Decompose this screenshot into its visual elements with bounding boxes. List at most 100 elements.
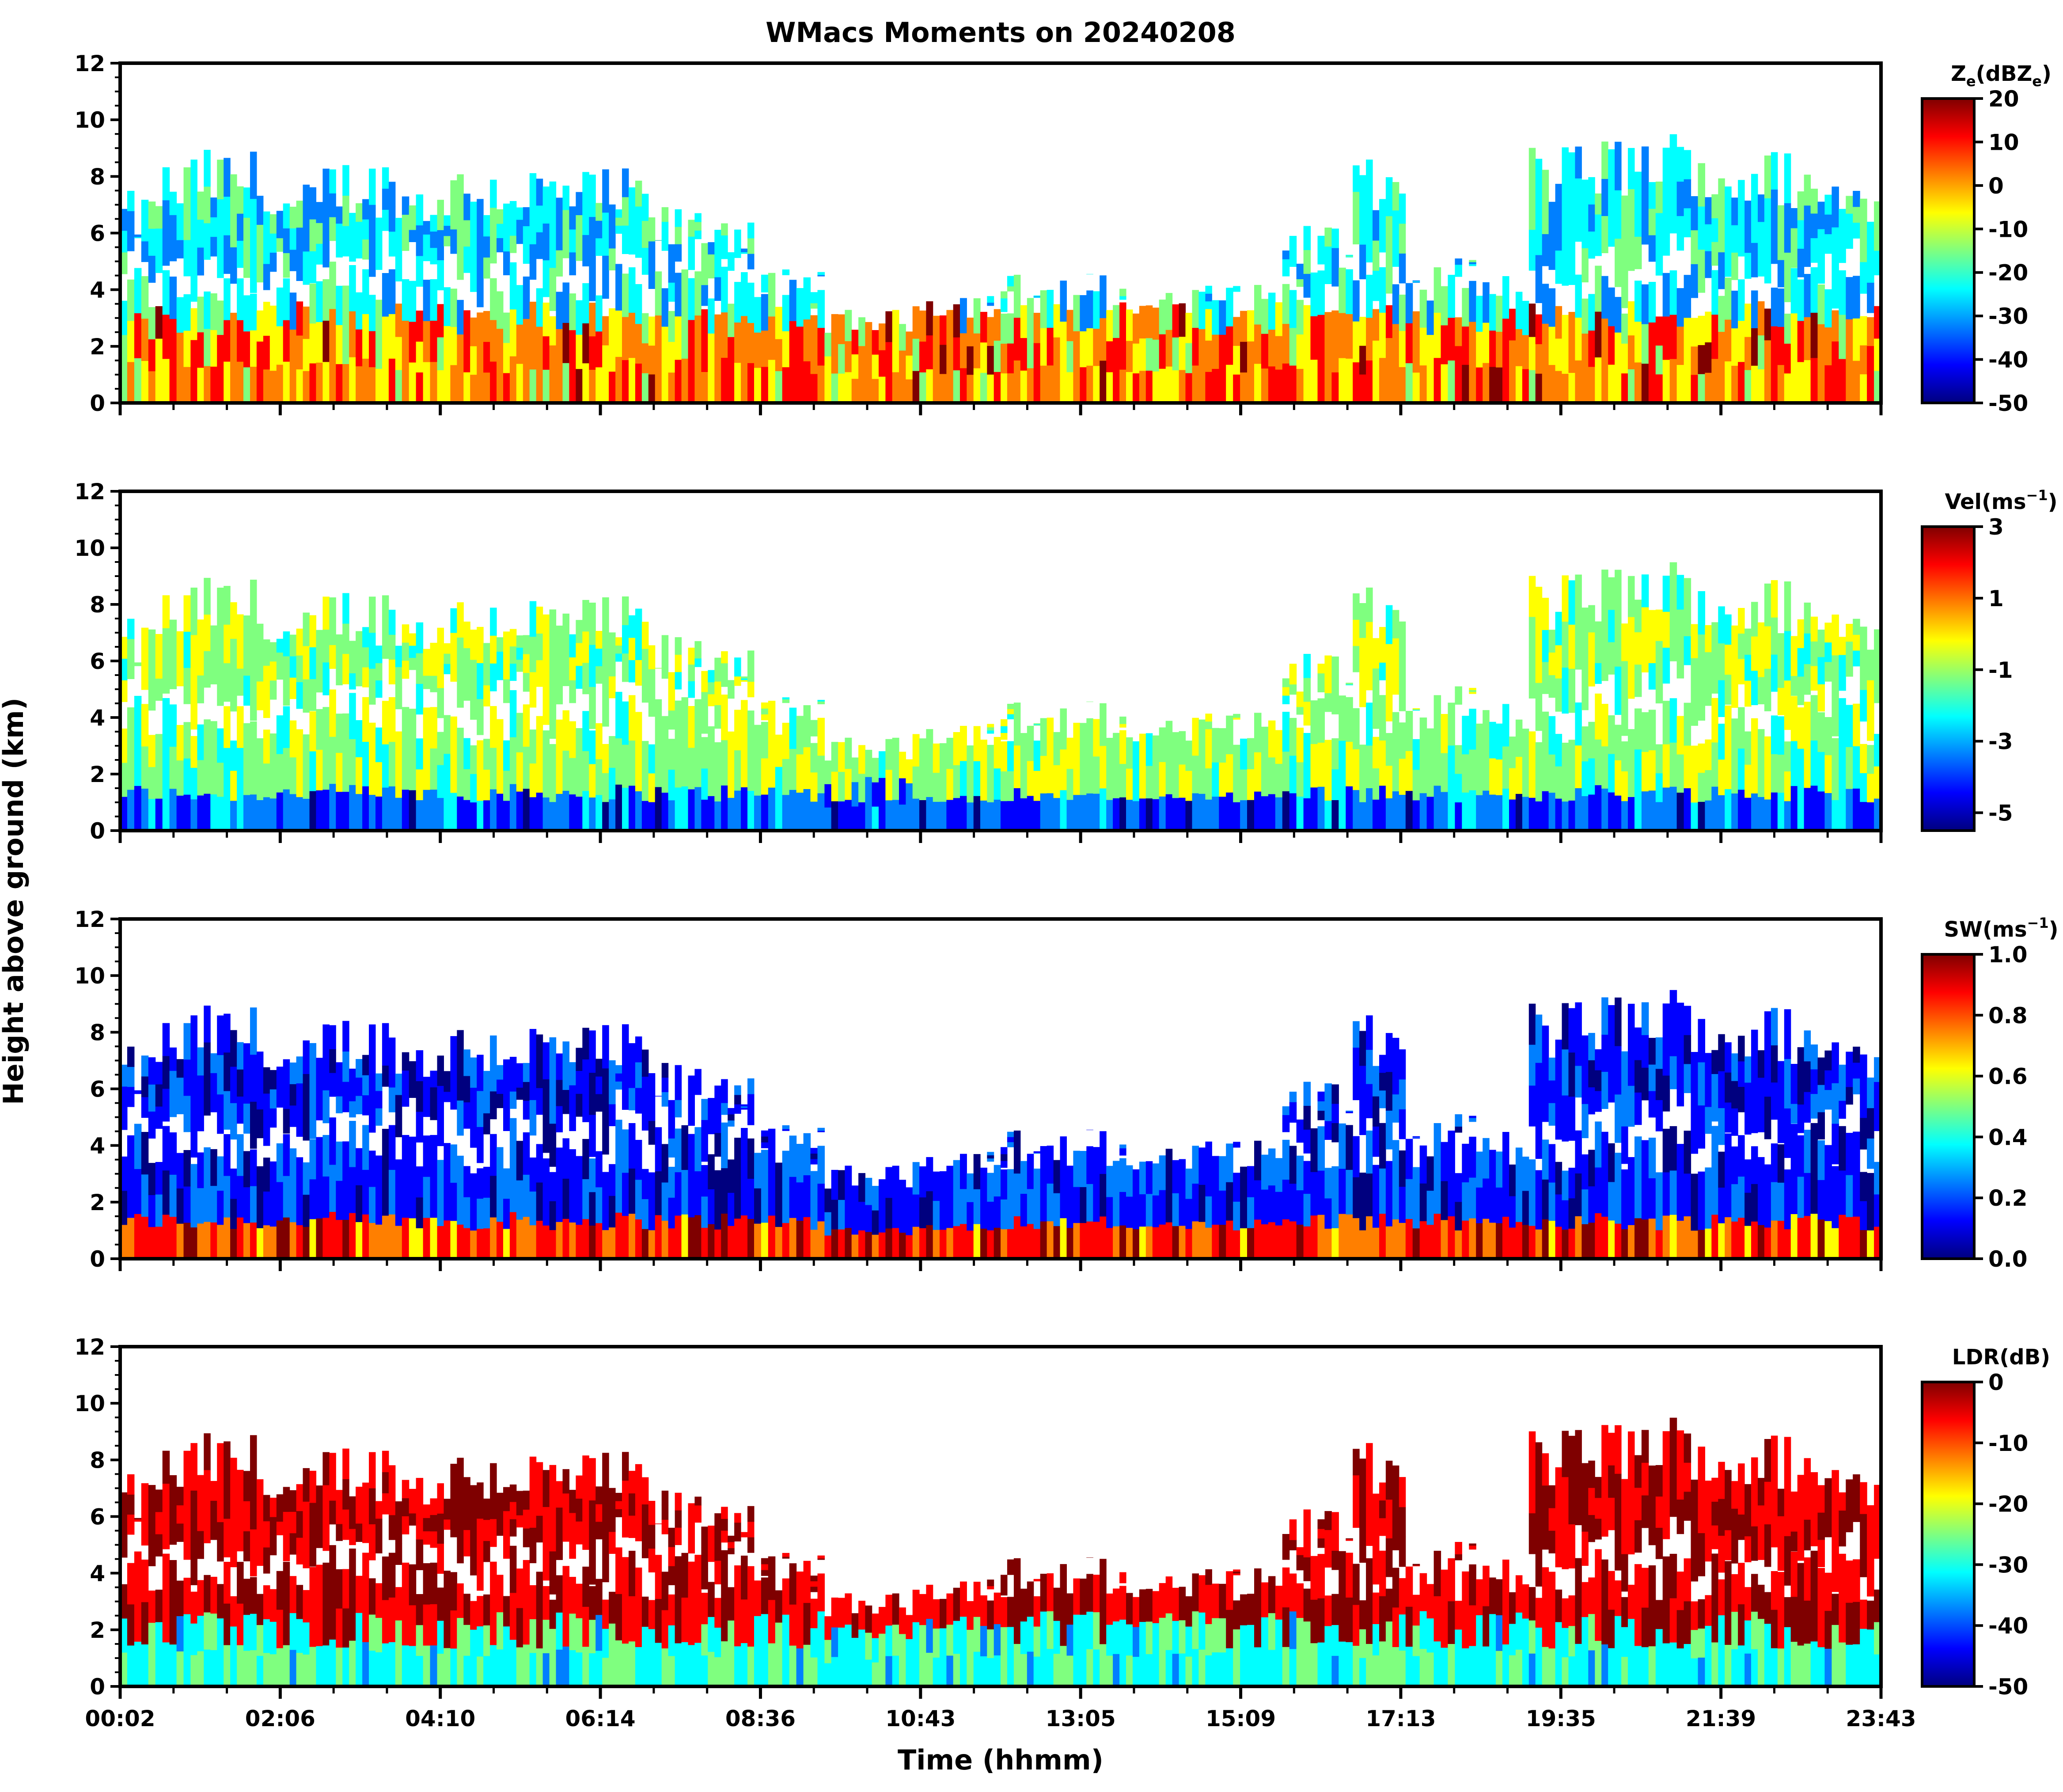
heatmap-cell — [675, 637, 682, 655]
heatmap-cell — [1817, 1112, 1825, 1139]
heatmap-cell — [1751, 365, 1758, 403]
heatmap-cell — [1489, 1222, 1496, 1259]
heatmap-cell — [831, 1597, 838, 1628]
heatmap-cell — [356, 1148, 363, 1185]
heatmap-cell — [1634, 1027, 1642, 1060]
heatmap-cell — [1522, 797, 1529, 831]
heatmap-cell — [1601, 643, 1608, 681]
heatmap-cell — [509, 1639, 517, 1687]
heatmap-cell — [741, 1108, 748, 1110]
heatmap-cell — [741, 1599, 748, 1643]
heatmap-cell — [316, 281, 323, 322]
heatmap-cell — [250, 1435, 257, 1483]
heatmap-cell — [148, 1654, 156, 1687]
heatmap-cell — [1669, 1056, 1677, 1090]
heatmap-cell — [542, 797, 550, 831]
heatmap-cell — [1562, 743, 1569, 772]
heatmap-cell — [782, 1557, 790, 1559]
heatmap-cell — [490, 1035, 497, 1064]
heatmap-cell — [322, 662, 330, 695]
heatmap-cell — [127, 1217, 135, 1259]
heatmap-cell — [1379, 1055, 1386, 1073]
heatmap-cell — [536, 1144, 543, 1183]
heatmap-cell — [342, 593, 349, 624]
heatmap-cell — [303, 306, 310, 339]
heatmap-cell — [1771, 715, 1778, 754]
heatmap-cell — [1119, 1148, 1126, 1152]
heatmap-cell — [542, 1543, 550, 1581]
heatmap-cell — [283, 1511, 290, 1537]
heatmap-cell — [549, 801, 557, 831]
heatmap-cell — [217, 300, 224, 335]
heatmap-cell — [437, 1620, 444, 1654]
heatmap-cell — [782, 1553, 790, 1555]
heatmap-cell — [1331, 267, 1339, 287]
heatmap-cell — [523, 1528, 530, 1548]
heatmap-cell — [1711, 742, 1718, 787]
heatmap-cell — [1738, 1061, 1745, 1087]
heatmap-cell — [463, 674, 470, 701]
heatmap-cell — [1080, 331, 1087, 368]
heatmap-cell — [1324, 1083, 1332, 1103]
heatmap-cell — [1419, 327, 1427, 366]
heatmap-cell — [204, 365, 211, 403]
heatmap-cell — [542, 1653, 550, 1687]
heatmap-cell — [503, 342, 510, 373]
heatmap-cell — [309, 1179, 316, 1219]
heatmap-cell — [1535, 1063, 1543, 1111]
heatmap-cell — [1784, 1199, 1791, 1230]
heatmap-cell — [1581, 761, 1589, 796]
heatmap-cell — [1296, 1119, 1304, 1128]
heatmap-cell — [1860, 230, 1867, 262]
heatmap-cell — [1846, 361, 1853, 403]
heatmap-cell — [1601, 141, 1608, 179]
heatmap-cell — [536, 1572, 543, 1610]
heatmap-cell — [169, 319, 177, 361]
heatmap-cell — [183, 758, 191, 795]
heatmap-cell — [183, 1095, 191, 1132]
heatmap-cell — [1426, 1190, 1434, 1225]
heatmap-cell — [183, 722, 191, 759]
heatmap-cell — [224, 748, 231, 790]
heatmap-cell — [329, 1025, 336, 1049]
heatmap-cell — [714, 1598, 721, 1628]
heatmap-cell — [714, 344, 721, 374]
heatmap-cell — [973, 726, 981, 761]
heatmap-cell — [1385, 798, 1393, 831]
heatmap-cell — [872, 806, 879, 831]
heatmap-cell — [1310, 700, 1318, 744]
heatmap-cell — [1555, 338, 1562, 371]
heatmap-cell — [516, 1219, 523, 1259]
heatmap-cell — [477, 1168, 484, 1199]
heatmap-cell — [1013, 702, 1021, 746]
heatmap-cell — [230, 801, 237, 831]
heatmap-cell — [148, 1512, 156, 1539]
heatmap-cell — [1373, 340, 1380, 372]
heatmap-cell — [141, 361, 149, 403]
heatmap-cell — [1790, 268, 1798, 314]
heatmap-cell — [1254, 752, 1262, 792]
heatmap-cell — [169, 1560, 177, 1602]
heatmap-cell — [120, 1584, 128, 1619]
heatmap-cell — [1621, 1126, 1628, 1164]
heatmap-cell — [316, 1078, 323, 1100]
heatmap-cell — [1684, 636, 1691, 665]
heatmap-cell — [1001, 1229, 1008, 1259]
heatmap-cell — [1555, 1162, 1562, 1195]
heatmap-cell — [457, 1528, 464, 1564]
heatmap-cell — [1240, 1197, 1248, 1229]
heatmap-cell — [1542, 1139, 1549, 1180]
heatmap-cell — [708, 254, 715, 267]
heatmap-cell — [1562, 1200, 1569, 1230]
heatmap-cell — [701, 671, 708, 692]
heatmap-cell — [1020, 798, 1028, 831]
heatmap-cell — [536, 716, 543, 755]
heatmap-cell — [1489, 794, 1496, 831]
heatmap-cell — [1233, 317, 1240, 346]
heatmap-cell — [497, 665, 504, 680]
heatmap-cell — [1066, 1196, 1073, 1228]
heatmap-cell — [1126, 1593, 1133, 1625]
heatmap-cell — [1282, 251, 1290, 259]
y-tick-label: 4 — [90, 277, 105, 303]
heatmap-cell — [1441, 1219, 1448, 1259]
